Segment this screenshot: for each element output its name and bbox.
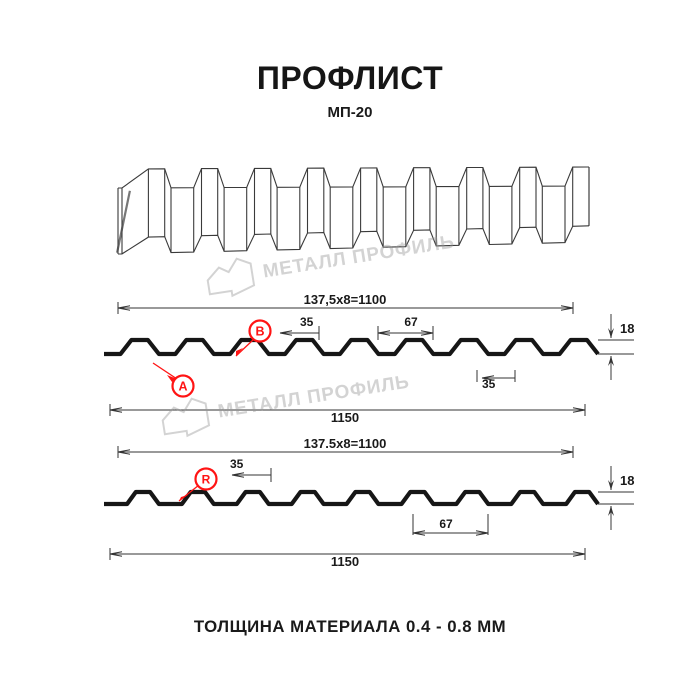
svg-text:67: 67 (439, 517, 453, 531)
svg-text:137.5x8=1100: 137.5x8=1100 (304, 436, 387, 451)
svg-text:35: 35 (230, 457, 244, 471)
svg-text:1150: 1150 (331, 554, 359, 569)
svg-text:R: R (202, 473, 211, 487)
svg-text:18: 18 (620, 473, 634, 488)
